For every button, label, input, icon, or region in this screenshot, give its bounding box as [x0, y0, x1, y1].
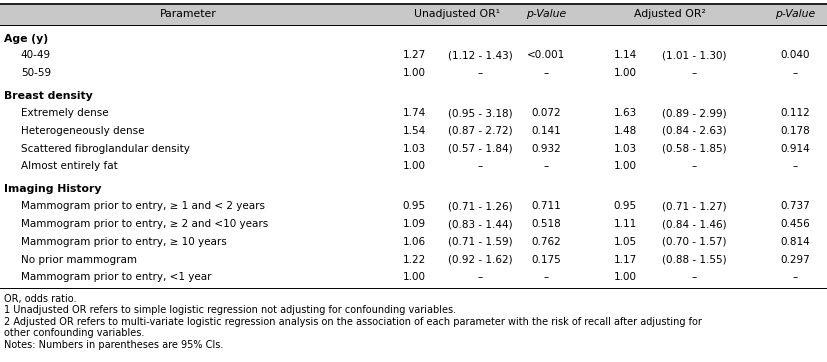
Text: (0.57 - 1.84): (0.57 - 1.84): [447, 144, 512, 153]
Text: Age (y): Age (y): [4, 34, 48, 43]
Text: Almost entirely fat: Almost entirely fat: [21, 161, 117, 172]
Text: 0.178: 0.178: [779, 126, 809, 136]
Text: (0.87 - 2.72): (0.87 - 2.72): [447, 126, 512, 136]
Text: (0.58 - 1.85): (0.58 - 1.85): [661, 144, 725, 153]
Text: 50-59: 50-59: [21, 68, 50, 78]
Text: 1.48: 1.48: [613, 126, 636, 136]
Text: No prior mammogram: No prior mammogram: [21, 254, 136, 265]
Text: 1.27: 1.27: [402, 50, 425, 60]
Text: 1.03: 1.03: [402, 144, 425, 153]
Text: 0.072: 0.072: [531, 108, 561, 118]
Text: –: –: [543, 68, 548, 78]
Text: –: –: [791, 273, 796, 282]
Text: Mammogram prior to entry, ≥ 10 years: Mammogram prior to entry, ≥ 10 years: [21, 237, 226, 247]
Text: 0.040: 0.040: [779, 50, 809, 60]
Text: –: –: [477, 161, 482, 172]
Text: 1.00: 1.00: [402, 161, 425, 172]
Text: Parameter: Parameter: [160, 9, 217, 19]
Text: 0.814: 0.814: [779, 237, 809, 247]
Text: (0.84 - 2.63): (0.84 - 2.63): [661, 126, 725, 136]
Text: (0.89 - 2.99): (0.89 - 2.99): [661, 108, 725, 118]
Text: Scattered fibroglandular density: Scattered fibroglandular density: [21, 144, 189, 153]
Text: p-Value: p-Value: [526, 9, 566, 19]
Text: Imaging History: Imaging History: [4, 184, 102, 194]
Text: Mammogram prior to entry, <1 year: Mammogram prior to entry, <1 year: [21, 273, 211, 282]
Text: –: –: [543, 161, 548, 172]
Text: 1.05: 1.05: [613, 237, 636, 247]
Text: –: –: [691, 161, 696, 172]
Text: (0.84 - 1.46): (0.84 - 1.46): [661, 219, 725, 229]
Text: 1.00: 1.00: [613, 161, 636, 172]
Text: (0.70 - 1.57): (0.70 - 1.57): [661, 237, 725, 247]
Text: –: –: [791, 161, 796, 172]
Text: 1.00: 1.00: [613, 273, 636, 282]
Bar: [0, 4, 827, 25]
Text: p-Value: p-Value: [774, 9, 814, 19]
Text: 2 Adjusted OR refers to multi-variate logistic regression analysis on the associ: 2 Adjusted OR refers to multi-variate lo…: [4, 317, 701, 327]
Text: (1.01 - 1.30): (1.01 - 1.30): [661, 50, 725, 60]
Text: 1.63: 1.63: [613, 108, 636, 118]
Text: 0.297: 0.297: [779, 254, 809, 265]
Text: 0.456: 0.456: [779, 219, 809, 229]
Text: 0.95: 0.95: [402, 201, 425, 211]
Text: 1.22: 1.22: [402, 254, 425, 265]
Text: 0.518: 0.518: [531, 219, 561, 229]
Text: Mammogram prior to entry, ≥ 1 and < 2 years: Mammogram prior to entry, ≥ 1 and < 2 ye…: [21, 201, 265, 211]
Text: 1.14: 1.14: [613, 50, 636, 60]
Text: –: –: [791, 68, 796, 78]
Text: Mammogram prior to entry, ≥ 2 and <10 years: Mammogram prior to entry, ≥ 2 and <10 ye…: [21, 219, 268, 229]
Text: 1.74: 1.74: [402, 108, 425, 118]
Text: 1.03: 1.03: [613, 144, 636, 153]
Text: (0.83 - 1.44): (0.83 - 1.44): [447, 219, 512, 229]
Text: 1.06: 1.06: [402, 237, 425, 247]
Text: 1.00: 1.00: [613, 68, 636, 78]
Text: (0.71 - 1.27): (0.71 - 1.27): [661, 201, 725, 211]
Text: Extremely dense: Extremely dense: [21, 108, 108, 118]
Text: 1.54: 1.54: [402, 126, 425, 136]
Text: other confounding variables.: other confounding variables.: [4, 328, 145, 338]
Text: 0.141: 0.141: [531, 126, 561, 136]
Text: 1.09: 1.09: [402, 219, 425, 229]
Text: –: –: [477, 273, 482, 282]
Text: 0.112: 0.112: [779, 108, 809, 118]
Text: (0.95 - 3.18): (0.95 - 3.18): [447, 108, 512, 118]
Text: 40-49: 40-49: [21, 50, 50, 60]
Text: 1 Unadjusted OR refers to simple logistic regression not adjusting for confoundi: 1 Unadjusted OR refers to simple logisti…: [4, 305, 456, 315]
Text: (0.92 - 1.62): (0.92 - 1.62): [447, 254, 512, 265]
Text: 0.762: 0.762: [531, 237, 561, 247]
Text: Unadjusted OR¹: Unadjusted OR¹: [414, 9, 500, 19]
Text: Adjusted OR²: Adjusted OR²: [633, 9, 705, 19]
Text: 0.737: 0.737: [779, 201, 809, 211]
Text: <0.001: <0.001: [527, 50, 565, 60]
Text: 1.00: 1.00: [402, 273, 425, 282]
Text: 0.95: 0.95: [613, 201, 636, 211]
Text: 0.711: 0.711: [531, 201, 561, 211]
Text: –: –: [691, 68, 696, 78]
Text: 1.11: 1.11: [613, 219, 636, 229]
Text: Breast density: Breast density: [4, 91, 93, 101]
Text: 0.175: 0.175: [531, 254, 561, 265]
Text: 0.932: 0.932: [531, 144, 561, 153]
Text: 1.00: 1.00: [402, 68, 425, 78]
Text: –: –: [477, 68, 482, 78]
Text: (1.12 - 1.43): (1.12 - 1.43): [447, 50, 512, 60]
Text: OR, odds ratio.: OR, odds ratio.: [4, 294, 77, 304]
Text: 1.17: 1.17: [613, 254, 636, 265]
Text: Notes: Numbers in parentheses are 95% CIs.: Notes: Numbers in parentheses are 95% CI…: [4, 340, 223, 350]
Text: 0.914: 0.914: [779, 144, 809, 153]
Text: (0.71 - 1.26): (0.71 - 1.26): [447, 201, 512, 211]
Text: (0.88 - 1.55): (0.88 - 1.55): [661, 254, 725, 265]
Text: –: –: [543, 273, 548, 282]
Text: (0.71 - 1.59): (0.71 - 1.59): [447, 237, 512, 247]
Text: –: –: [691, 273, 696, 282]
Text: Heterogeneously dense: Heterogeneously dense: [21, 126, 144, 136]
